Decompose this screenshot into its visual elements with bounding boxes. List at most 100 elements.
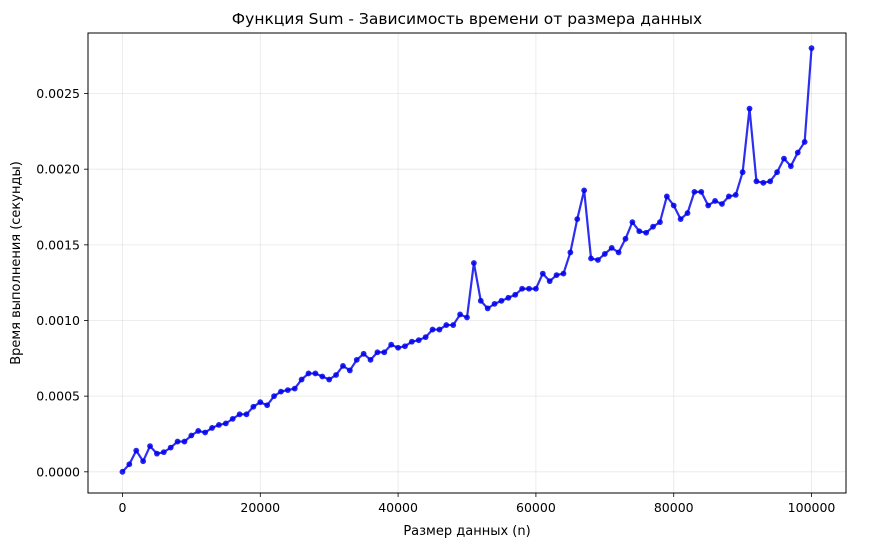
data-point (305, 370, 312, 377)
data-point (595, 257, 601, 263)
data-point (436, 326, 443, 333)
y-tick-label: 0.0020 (36, 162, 80, 177)
data-point (705, 202, 712, 209)
data-point (140, 458, 147, 465)
axis-ticks: 0 20000 40000 60000 80000 100000 0.0000 0.0005 0… (36, 86, 835, 515)
data-point (519, 285, 526, 292)
x-tick-label: 0 (118, 500, 126, 515)
data-point (808, 45, 815, 52)
data-point (546, 278, 553, 285)
data-point (422, 334, 429, 341)
data-point (712, 198, 718, 204)
data-point (512, 291, 519, 298)
data-point (195, 428, 202, 434)
data-point (243, 411, 250, 418)
data-point (657, 219, 663, 226)
data-point (209, 425, 215, 431)
data-point (395, 344, 401, 351)
data-point (271, 393, 277, 400)
data-point (794, 149, 801, 156)
data-point (457, 311, 464, 318)
data-point (222, 420, 229, 427)
data-point (567, 249, 574, 256)
data-point (615, 249, 622, 256)
y-axis-label: Время выполнения (секунды) (9, 161, 24, 365)
plot-frame (87, 32, 847, 494)
data-point (491, 300, 498, 307)
data-point (340, 362, 346, 369)
data-point (415, 337, 422, 344)
grid (88, 33, 846, 493)
data-point (622, 235, 629, 242)
data-point (326, 376, 333, 383)
data-point (650, 223, 656, 230)
data-point (216, 422, 222, 428)
data-point (746, 105, 753, 112)
x-tick-label: 60000 (516, 500, 556, 515)
data-point (229, 415, 236, 422)
data-point (533, 285, 539, 292)
data-point (725, 193, 732, 200)
data-point (353, 356, 360, 363)
data-point (663, 193, 670, 200)
data-point (360, 350, 367, 357)
data-point (581, 187, 588, 194)
chart-title: Функция Sum - Зависимость времени от раз… (232, 10, 702, 28)
data-point (264, 402, 271, 409)
data-point (560, 270, 567, 277)
data-point (312, 370, 319, 377)
data-point (684, 210, 691, 216)
data-point (133, 447, 140, 454)
data-point (346, 367, 353, 374)
data-point (719, 201, 725, 207)
data-point (739, 169, 746, 176)
data-point (732, 192, 739, 198)
x-tick-label: 20000 (240, 500, 280, 515)
data-point (333, 372, 339, 378)
data-point (381, 349, 388, 356)
data-point (787, 163, 794, 170)
data-point (402, 343, 408, 350)
series-group (119, 45, 815, 475)
data-point (767, 178, 774, 185)
data-point (470, 260, 477, 266)
data-point (250, 403, 257, 410)
data-point (464, 314, 470, 321)
y-tick-label: 0.0005 (36, 389, 80, 404)
data-point (367, 356, 374, 363)
data-point (698, 188, 705, 195)
data-point (753, 178, 760, 185)
x-axis-label: Размер данных (n) (403, 524, 530, 539)
data-point (188, 432, 195, 439)
data-point (257, 399, 264, 406)
data-point (691, 188, 698, 195)
y-tick-label: 0.0025 (36, 86, 80, 101)
data-point (154, 450, 160, 457)
data-point (760, 179, 767, 186)
data-point (774, 169, 780, 176)
data-point (278, 388, 284, 395)
data-point (174, 438, 181, 445)
data-point (608, 244, 615, 251)
data-point (443, 322, 450, 328)
x-tick-label: 40000 (378, 500, 418, 515)
data-point (526, 285, 532, 292)
data-point (636, 228, 643, 235)
data-point (450, 322, 457, 328)
y-tick-label: 0.0010 (36, 313, 80, 328)
x-tick-label: 100000 (788, 500, 836, 515)
data-point (781, 155, 787, 162)
data-point (181, 438, 188, 445)
data-point (484, 305, 491, 312)
data-point (553, 272, 560, 279)
data-point (801, 139, 808, 145)
data-point (160, 449, 167, 456)
data-point (601, 251, 608, 257)
data-point (167, 444, 174, 451)
y-tick-label: 0.0000 (36, 464, 80, 479)
data-point (374, 349, 381, 356)
y-tick-label: 0.0015 (36, 237, 80, 252)
data-point (388, 341, 395, 348)
data-point (319, 373, 326, 380)
data-point (477, 297, 484, 304)
